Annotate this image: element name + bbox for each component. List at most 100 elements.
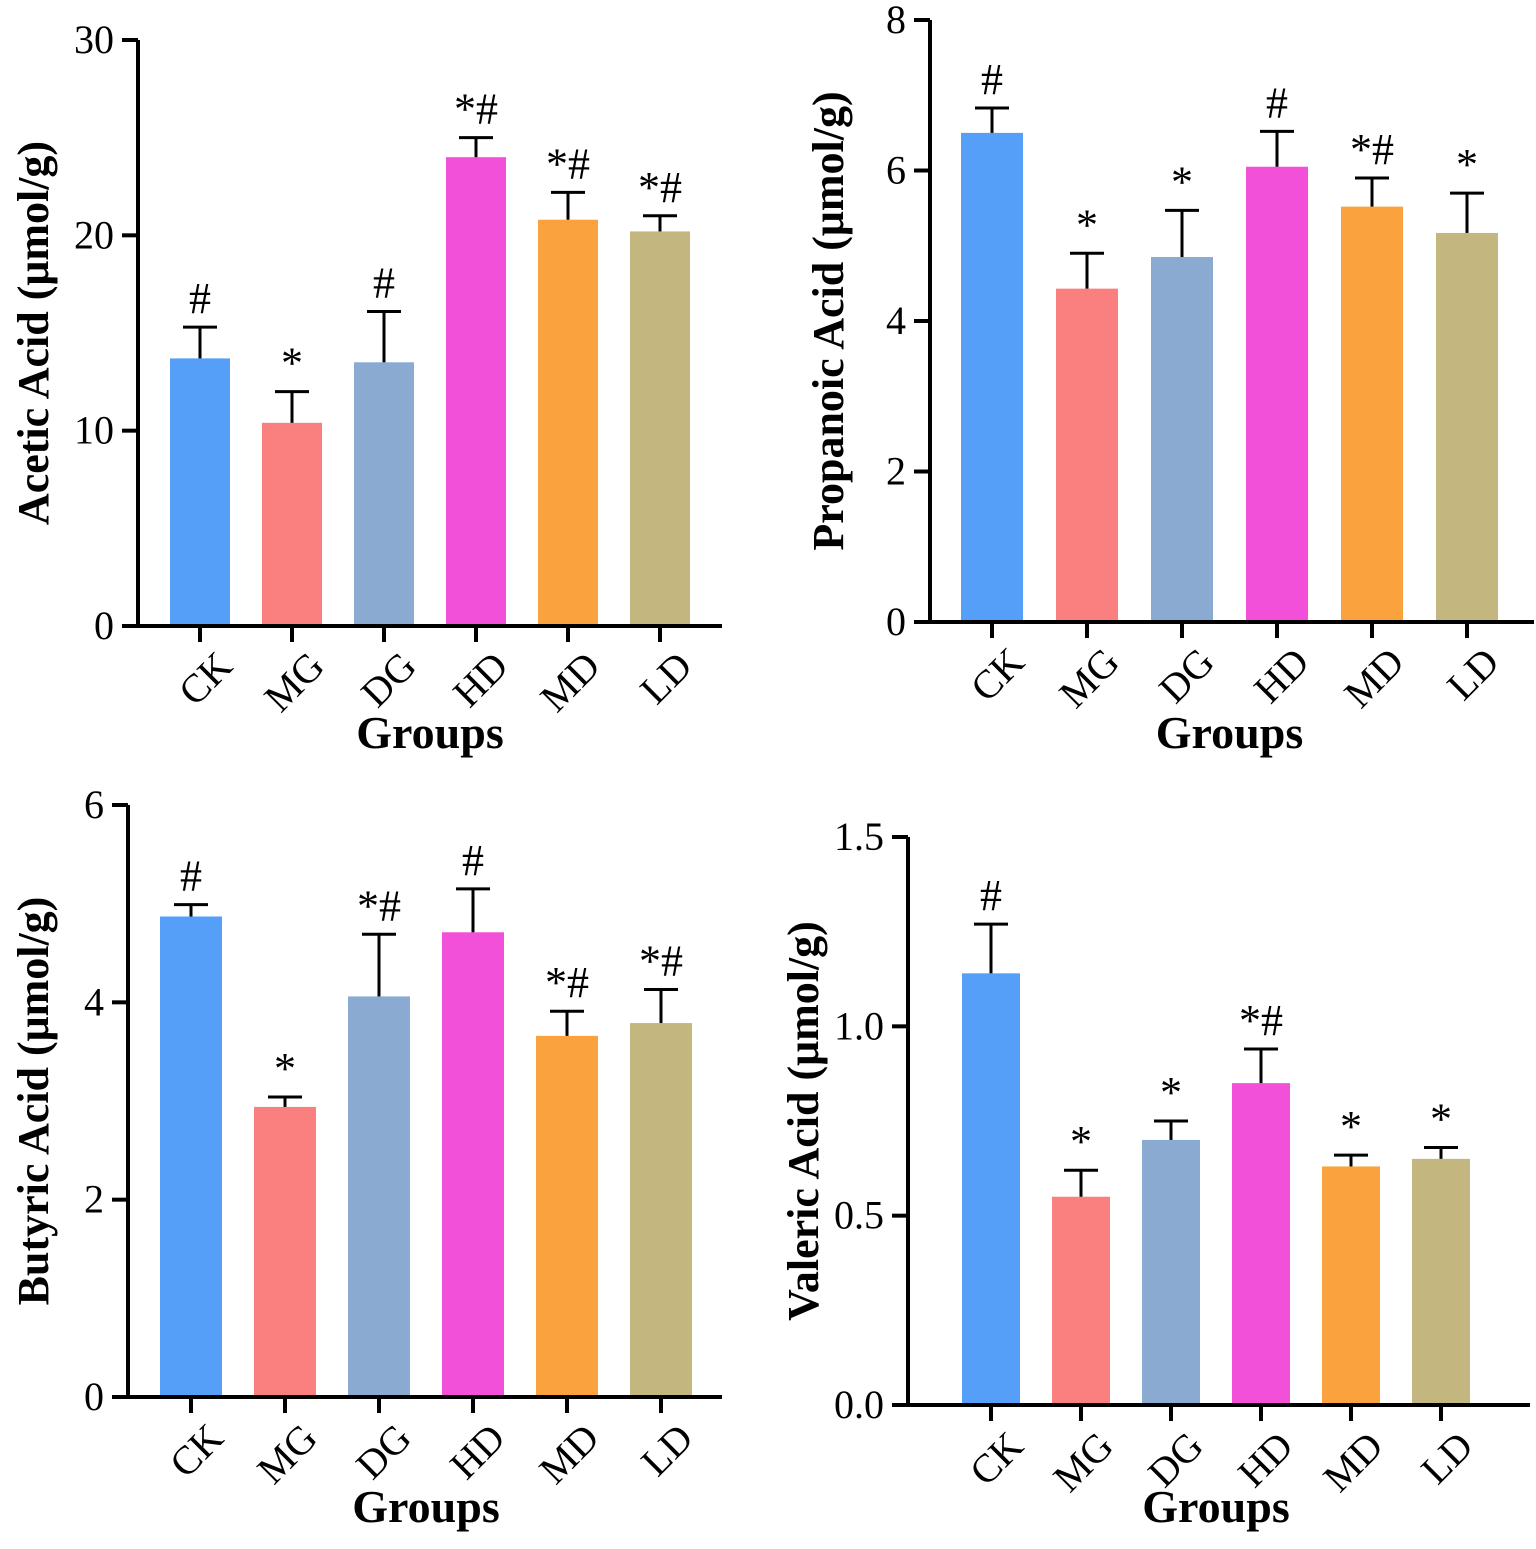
significance-label: *# [454,85,498,134]
bar-ld [1436,232,1498,622]
category-label-ck: CK [962,639,1033,710]
y-tick-label: 0.0 [834,1382,884,1427]
chart-panel-3: # * *# # *# *# 0 2 4 6 CK MG DG HD MD LD Butyric Acid (μ… [9,782,722,1532]
x-axis-title: Groups [1156,707,1303,758]
category-label-hd: HD [1245,639,1318,712]
y-axis-title: Valeric Acid (μmol/g) [779,921,828,1321]
bar-mg [1052,1196,1110,1405]
bar-hd [442,932,504,1397]
significance-label: *# [1350,125,1394,174]
y-tick-label: 0 [94,603,114,648]
bar-ck [961,132,1023,622]
category-label-dg: DG [347,1415,420,1488]
y-tick-label: 2 [84,1177,104,1222]
category-label-md: MD [531,643,608,720]
y-tick-label: 1.0 [834,1003,884,1048]
bar-md [1341,206,1403,622]
bar-md [538,219,598,626]
significance-label: *# [1239,996,1283,1045]
significance-label: *# [638,163,682,212]
y-tick-label: 0 [886,599,906,644]
significance-label: # [1266,78,1288,127]
category-label-hd: HD [441,1415,514,1488]
y-tick-label: 4 [84,979,104,1024]
category-label-hd: HD [444,643,517,716]
bar-mg [262,422,322,626]
category-label-md: MD [1314,1423,1391,1500]
y-tick-label: 6 [84,782,104,827]
category-label-ck: CK [170,643,241,714]
significance-label: # [981,55,1003,104]
significance-label: # [189,274,211,323]
category-label-ld: LD [631,643,701,713]
y-tick-label: 0 [84,1374,104,1419]
significance-label: # [980,871,1002,920]
y-tick-label: 20 [74,212,114,257]
bar-ck [170,358,230,626]
significance-label: * [274,1044,296,1093]
bar-mg [1056,288,1118,622]
bar-dg [1151,257,1213,622]
category-label-mg: MG [1050,639,1127,716]
y-axis-title: Butyric Acid (μmol/g) [9,897,58,1306]
x-axis-title: Groups [352,1481,499,1532]
category-label-mg: MG [1044,1423,1121,1500]
category-label-ck: CK [161,1415,232,1486]
significance-label: *# [546,139,590,188]
bar-ld [1412,1158,1470,1405]
y-axis-title: Propanoic Acid (μmol/g) [804,91,853,550]
category-label-ld: LD [632,1415,702,1485]
y-tick-label: 1.5 [834,814,884,859]
significance-label: # [180,852,202,901]
significance-label: * [1340,1102,1362,1151]
y-tick-label: 0.5 [834,1193,884,1238]
bar-md [1322,1166,1380,1405]
category-label-dg: DG [352,643,425,716]
y-tick-label: 6 [886,148,906,193]
bar-dg [348,996,410,1397]
significance-label: * [1456,140,1478,189]
bar-hd [1246,166,1308,623]
significance-label: *# [357,881,401,930]
bar-ck [962,973,1020,1405]
significance-label: * [1070,1117,1092,1166]
category-label-md: MD [530,1415,607,1492]
bar-ck [160,916,222,1397]
bar-mg [254,1106,316,1397]
bar-hd [446,157,506,626]
bar-ld [630,231,690,626]
category-label-mg: MG [248,1415,325,1492]
y-tick-label: 30 [74,17,114,62]
bar-hd [1232,1083,1290,1405]
significance-label: * [281,339,303,388]
significance-label: # [373,259,395,308]
bar-ld [630,1023,692,1397]
category-label-ld: LD [1412,1423,1482,1493]
category-label-md: MD [1335,639,1412,716]
category-label-mg: MG [255,643,332,720]
bar-md [536,1035,598,1397]
y-axis-title: Acetic Acid (μmol/g) [9,141,58,525]
y-tick-label: 2 [886,449,906,494]
x-axis-title: Groups [1142,1481,1289,1532]
significance-label: * [1430,1095,1452,1144]
bar-dg [1142,1139,1200,1405]
y-tick-label: 10 [74,408,114,453]
significance-label: * [1171,157,1193,206]
y-tick-label: 8 [886,0,906,42]
significance-label: *# [639,937,683,986]
category-label-ld: LD [1438,639,1508,709]
significance-label: * [1076,200,1098,249]
bar-dg [354,362,414,626]
significance-label: # [462,836,484,885]
significance-label: * [1160,1068,1182,1117]
x-axis-title: Groups [356,707,503,758]
category-label-dg: DG [1150,639,1223,712]
category-label-ck: CK [961,1423,1032,1494]
significance-label: *# [545,958,589,1007]
y-tick-label: 4 [886,298,906,343]
